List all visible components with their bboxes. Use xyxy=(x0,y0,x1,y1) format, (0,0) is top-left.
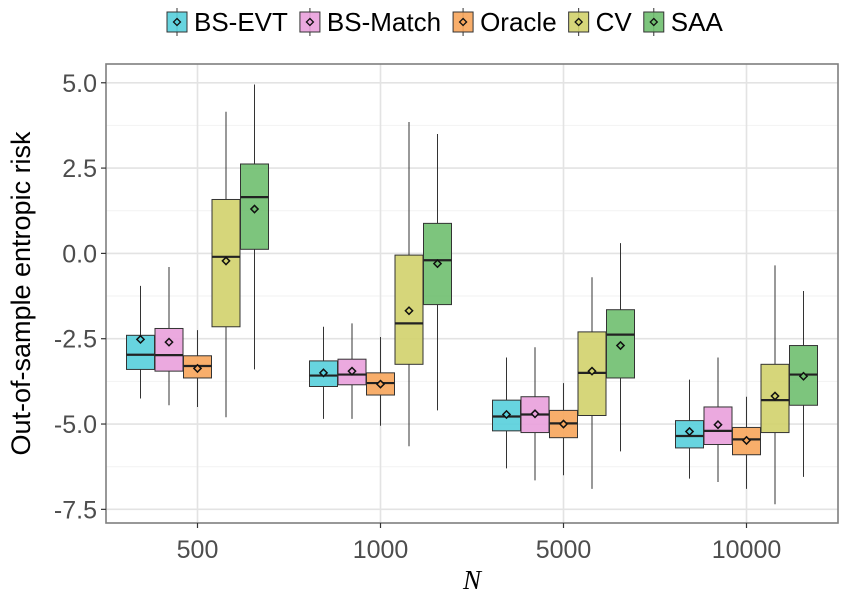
box-1000 xyxy=(337,323,367,419)
box-1000 xyxy=(366,337,395,426)
series-oracle xyxy=(183,330,761,489)
series-saa xyxy=(240,84,818,477)
mean-marker xyxy=(375,379,386,389)
mean-marker xyxy=(404,306,414,316)
x-tick-label: 500 xyxy=(177,536,219,564)
y-tick-label: 5.0 xyxy=(62,70,97,98)
mean-marker xyxy=(684,426,695,437)
y-tick-label: 2.5 xyxy=(62,155,97,183)
legend-item-bs-evt: BS-EVT xyxy=(166,7,288,37)
mean-marker xyxy=(713,420,723,430)
box-500 xyxy=(154,267,184,406)
legend-key-mean xyxy=(305,17,315,27)
legend-key-mean xyxy=(574,17,584,27)
box-iqr xyxy=(154,327,184,372)
mean-marker xyxy=(432,258,443,269)
box-500 xyxy=(126,285,155,399)
legend-label: BS-EVT xyxy=(194,7,288,37)
x-axis-title: N xyxy=(462,565,483,595)
mean-marker xyxy=(587,366,597,376)
panel-border xyxy=(105,63,839,524)
box-iqr xyxy=(309,360,338,387)
mean-marker xyxy=(798,371,809,381)
mean-marker xyxy=(347,366,357,376)
legend-key-mean xyxy=(649,17,659,27)
mean-marker xyxy=(318,368,329,378)
series-bs-evt xyxy=(126,285,704,479)
legend-label: SAA xyxy=(671,7,724,37)
box-10000 xyxy=(703,357,733,483)
box-10000 xyxy=(760,265,790,505)
mean-marker xyxy=(221,256,231,266)
series-bs-match xyxy=(154,267,733,483)
y-tick-label: -5.0 xyxy=(54,411,97,439)
legend-label: CV xyxy=(596,7,633,37)
y-tick-label: -7.5 xyxy=(54,496,97,524)
box-5000 xyxy=(549,383,578,476)
mean-marker xyxy=(741,435,752,446)
box-1000 xyxy=(309,326,338,419)
mean-marker xyxy=(615,340,626,351)
box-5000 xyxy=(577,277,607,489)
mean-marker xyxy=(249,204,260,214)
box-10000 xyxy=(732,396,761,489)
y-tick-label: -2.5 xyxy=(54,326,97,354)
box-5000 xyxy=(520,347,550,481)
y-axis-title: Out-of-sample entropic risk xyxy=(6,131,36,456)
box-1000 xyxy=(394,122,424,447)
x-tick-label: 1000 xyxy=(353,536,409,564)
mean-marker xyxy=(164,337,174,347)
legend-label: BS-Match xyxy=(327,7,441,37)
series-cv xyxy=(211,111,790,505)
box-500 xyxy=(183,330,212,407)
box-5000 xyxy=(606,243,635,452)
mean-marker xyxy=(501,409,512,420)
box-10000 xyxy=(789,290,818,477)
y-tick-label: 0.0 xyxy=(62,240,97,268)
mean-marker xyxy=(770,391,780,401)
x-tick-label: 5000 xyxy=(536,536,592,564)
legend-label: Oracle xyxy=(480,7,557,37)
legend-key-mean xyxy=(172,17,182,27)
mean-marker xyxy=(530,409,540,419)
plot-boxes xyxy=(126,84,818,505)
box-500 xyxy=(211,111,241,418)
box-10000 xyxy=(675,379,704,479)
mean-marker xyxy=(192,363,203,374)
legend-item-bs-match: BS-Match xyxy=(299,7,441,37)
box-5000 xyxy=(492,357,521,469)
legend-item-saa: SAA xyxy=(643,7,724,37)
x-tick-label: 10000 xyxy=(712,536,782,564)
legend-item-cv: CV xyxy=(568,7,633,37)
mean-marker xyxy=(135,334,146,345)
legend-item-oracle: Oracle xyxy=(452,7,557,37)
legend: BS-EVT BS-Match Oracle CV SAA xyxy=(166,7,724,37)
box-1000 xyxy=(423,133,452,411)
box-500 xyxy=(240,84,269,370)
legend-key-mean xyxy=(458,17,468,27)
mean-marker xyxy=(558,419,569,429)
axes: 5.0 2.5 0.0 -2.5 -5.0 -7.5 500 1000 5000 10000 N Ou… xyxy=(6,63,839,595)
